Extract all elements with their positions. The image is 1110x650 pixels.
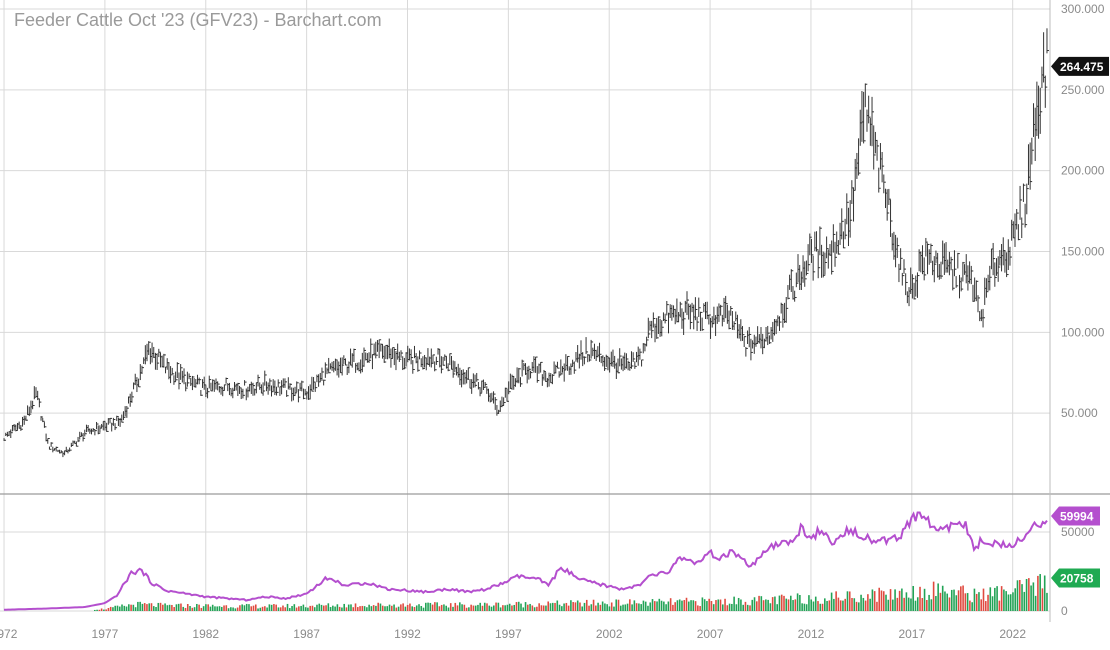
y-tick-label: 300.000 — [1061, 2, 1105, 16]
y-tick-label: 100.000 — [1061, 325, 1105, 339]
x-tick-label: 2002 — [596, 627, 623, 641]
price-last-value-badge: 264.475 — [1060, 60, 1104, 74]
open-interest-last-value-badge-bg — [1051, 506, 1100, 526]
y-tick-label: 50000 — [1061, 525, 1095, 539]
x-tick-label: 1982 — [192, 627, 219, 641]
x-tick-label: 1997 — [495, 627, 522, 641]
x-tick-label: 2022 — [999, 627, 1026, 641]
y-tick-label: 150.000 — [1061, 245, 1105, 259]
y-tick-label: 200.000 — [1061, 164, 1105, 178]
x-tick-label: 1972 — [0, 627, 18, 641]
volume-last-value-badge-bg — [1051, 568, 1100, 588]
chart-title: Feeder Cattle Oct '23 (GFV23) - Barchart… — [14, 10, 382, 30]
x-tick-label: 1992 — [394, 627, 421, 641]
x-tick-label: 2017 — [898, 627, 925, 641]
volume-last-value-badge: 20758 — [1060, 572, 1094, 586]
x-tick-label: 2007 — [697, 627, 724, 641]
x-tick-label: 2012 — [798, 627, 825, 641]
open-interest-line — [4, 511, 1048, 611]
open-interest-last-value-badge: 59994 — [1060, 510, 1094, 524]
y-tick-label: 50.000 — [1061, 406, 1098, 420]
y-tick-label: 250.000 — [1061, 83, 1105, 97]
x-tick-label: 1987 — [293, 627, 320, 641]
y-tick-label: 0 — [1061, 604, 1068, 618]
price-last-value-badge-bg — [1051, 56, 1109, 76]
x-tick-label: 1977 — [92, 627, 119, 641]
